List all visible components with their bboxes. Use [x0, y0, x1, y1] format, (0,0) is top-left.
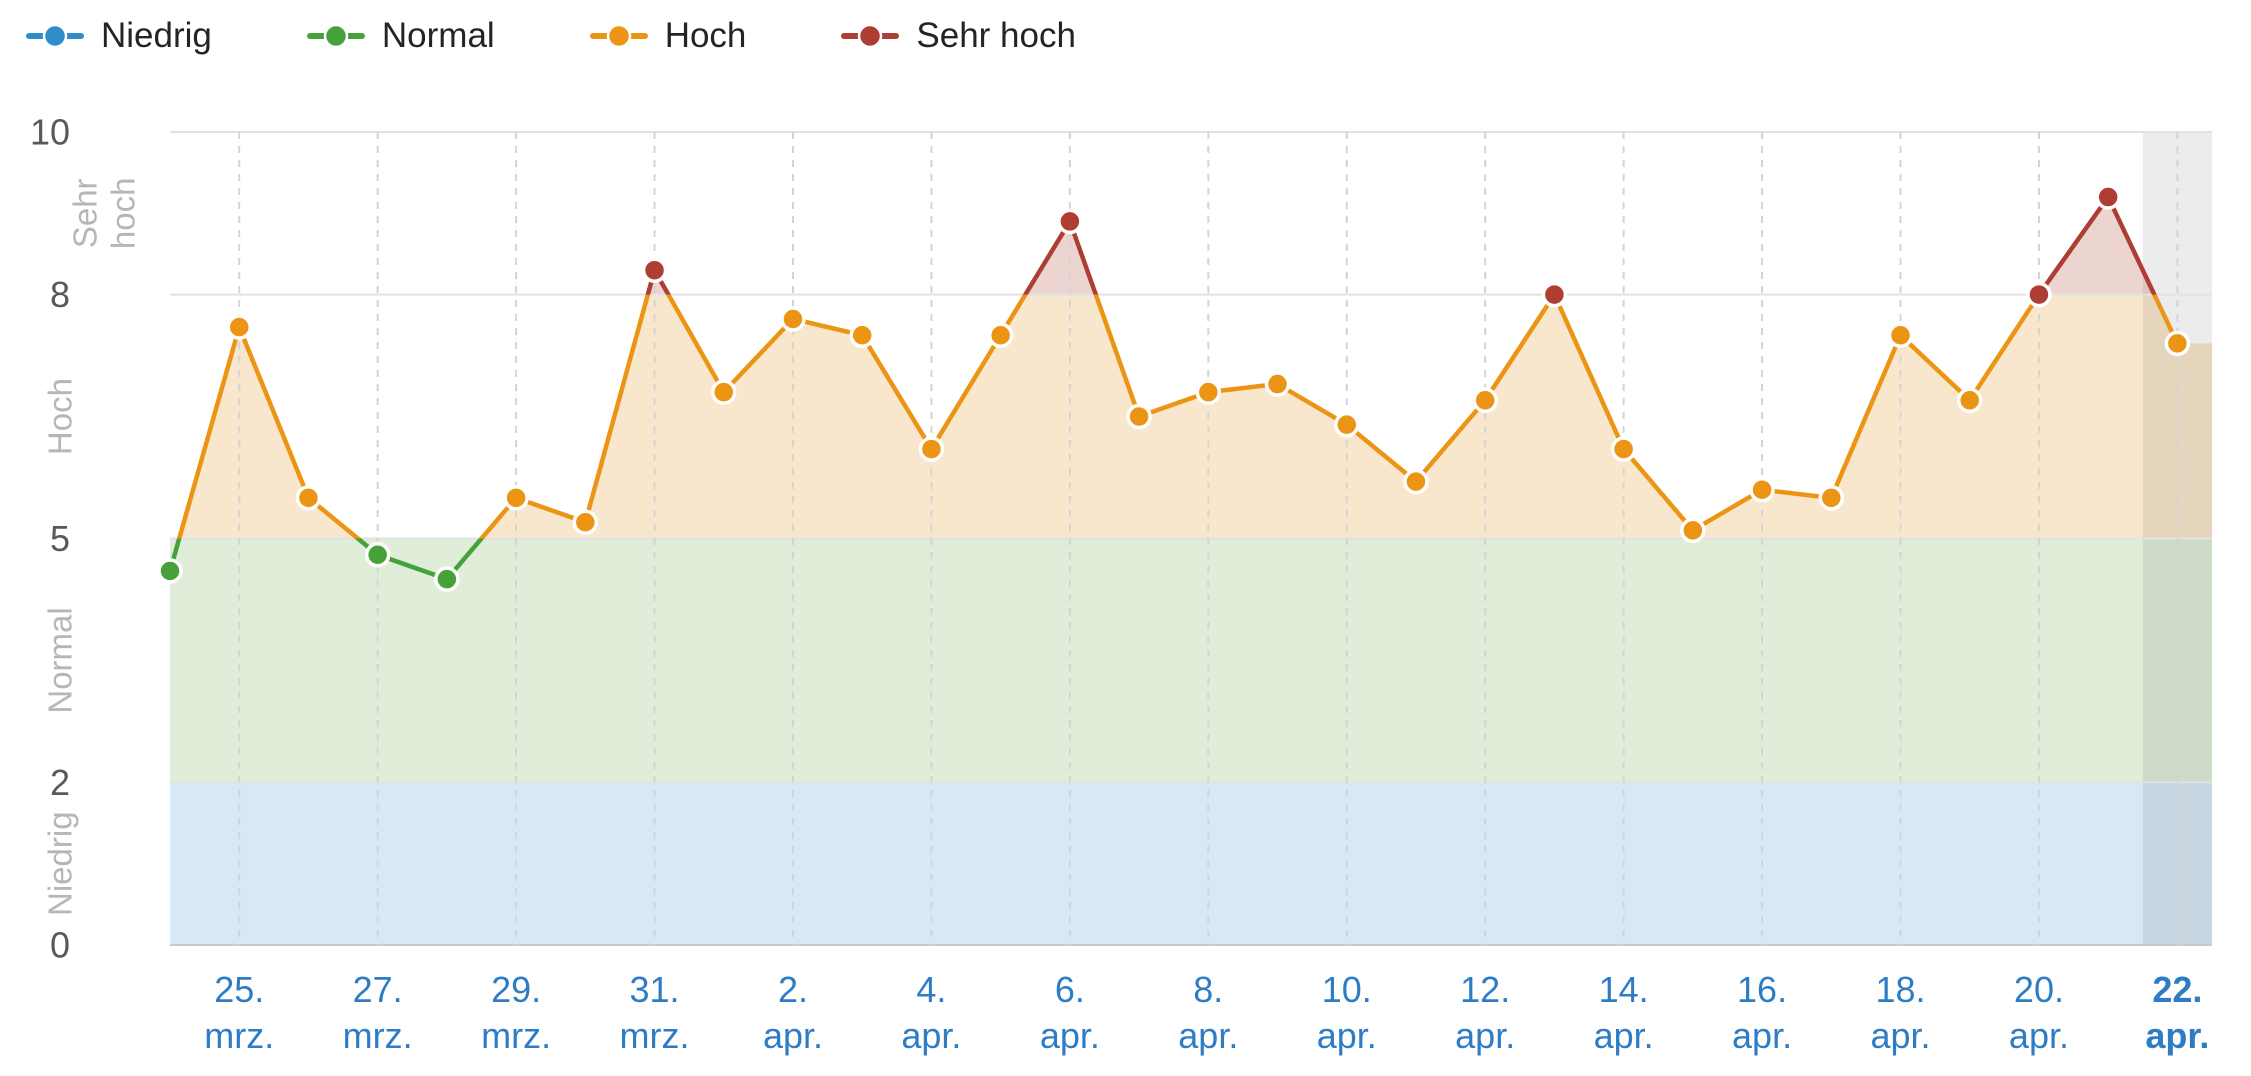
- y-axis-label: 0: [50, 925, 70, 966]
- x-axis-label: 10. apr.: [1317, 969, 1377, 1056]
- zone-axis-label-sehr-hoch: Sehr: [67, 178, 104, 248]
- x-axis-label: 12. apr.: [1455, 969, 1515, 1056]
- x-axis-label: 14. apr.: [1594, 969, 1654, 1056]
- legend-label: Niedrig: [101, 16, 212, 55]
- data-point[interactable]: [1610, 436, 1637, 462]
- data-point[interactable]: [157, 558, 183, 584]
- legend-marker-sehr-hoch-icon: [841, 23, 900, 49]
- data-point[interactable]: [1956, 387, 1983, 414]
- x-axis-label: 8. apr.: [1178, 969, 1238, 1056]
- x-axis-label: 29. mrz.: [481, 969, 551, 1056]
- x-axis-label: 16. apr.: [1732, 969, 1792, 1056]
- y-axis-label: 2: [50, 762, 70, 803]
- zone-axis-label-sehr-hoch: hoch: [105, 178, 142, 250]
- legend-item-niedrig[interactable]: Niedrig: [26, 16, 212, 56]
- legend-label: Normal: [381, 16, 495, 55]
- zone-axis-label-niedrig: Niedrig: [42, 811, 79, 916]
- data-point[interactable]: [364, 542, 391, 568]
- legend-item-hoch[interactable]: Hoch: [589, 16, 747, 56]
- data-point[interactable]: [1541, 281, 1568, 308]
- data-point[interactable]: [503, 485, 529, 511]
- data-point[interactable]: [780, 306, 806, 332]
- y-axis-label: 5: [50, 518, 70, 559]
- x-axis-label: 25. mrz.: [204, 969, 274, 1056]
- legend-item-sehr-hoch[interactable]: Sehr hoch: [841, 16, 1076, 56]
- data-point[interactable]: [1195, 379, 1222, 405]
- data-point[interactable]: [572, 509, 599, 535]
- data-point[interactable]: [1749, 476, 1775, 503]
- data-point[interactable]: [1057, 208, 1083, 235]
- data-point[interactable]: [1333, 411, 1360, 438]
- data-point[interactable]: [1126, 403, 1152, 430]
- x-axis-label: 6. apr.: [1040, 969, 1100, 1056]
- x-axis-label: 4. apr.: [901, 969, 961, 1056]
- x-axis-label: 27. mrz.: [343, 969, 413, 1056]
- x-axis-label: 31. mrz.: [620, 969, 690, 1056]
- data-point[interactable]: [226, 314, 252, 340]
- data-point[interactable]: [641, 257, 668, 283]
- data-point[interactable]: [711, 379, 737, 405]
- zone-axis-label-normal: Normal: [42, 607, 79, 713]
- x-axis-label: 2. apr.: [763, 969, 823, 1056]
- data-point[interactable]: [987, 322, 1014, 348]
- data-point[interactable]: [918, 436, 945, 462]
- legend-marker-niedrig-icon: [26, 23, 84, 49]
- x-axis-label: 22. apr.: [2145, 969, 2209, 1056]
- x-axis-label: 18. apr.: [1870, 969, 1930, 1056]
- series-line-hoch: [176, 294, 2180, 539]
- data-point[interactable]: [1403, 468, 1429, 495]
- legend-label: Hoch: [664, 16, 747, 55]
- data-point[interactable]: [2164, 330, 2191, 357]
- data-point[interactable]: [849, 322, 875, 348]
- legend-item-normal[interactable]: Normal: [306, 16, 495, 56]
- y-axis-label: 10: [30, 112, 70, 153]
- legend: Niedrig Normal Hoch Sehr hoch: [26, 16, 1076, 56]
- data-point[interactable]: [1887, 322, 1914, 348]
- area-hoch: [179, 294, 2212, 539]
- y-axis-label: 8: [50, 274, 70, 315]
- band-normal: [170, 538, 2212, 783]
- data-point[interactable]: [1472, 387, 1498, 414]
- zone-axis-label-hoch: Hoch: [42, 378, 79, 455]
- data-point[interactable]: [1264, 371, 1291, 397]
- data-point[interactable]: [2095, 184, 2121, 210]
- x-axis-label: 20. apr.: [2009, 969, 2069, 1056]
- data-point[interactable]: [434, 566, 460, 592]
- data-point[interactable]: [295, 485, 322, 511]
- legend-marker-hoch-icon: [589, 23, 648, 49]
- legend-label: Sehr hoch: [916, 16, 1076, 55]
- data-point[interactable]: [1818, 485, 1845, 511]
- legend-marker-normal-icon: [306, 23, 365, 49]
- data-point[interactable]: [1680, 517, 1706, 544]
- band-niedrig: [170, 782, 2212, 945]
- data-point[interactable]: [2026, 281, 2052, 308]
